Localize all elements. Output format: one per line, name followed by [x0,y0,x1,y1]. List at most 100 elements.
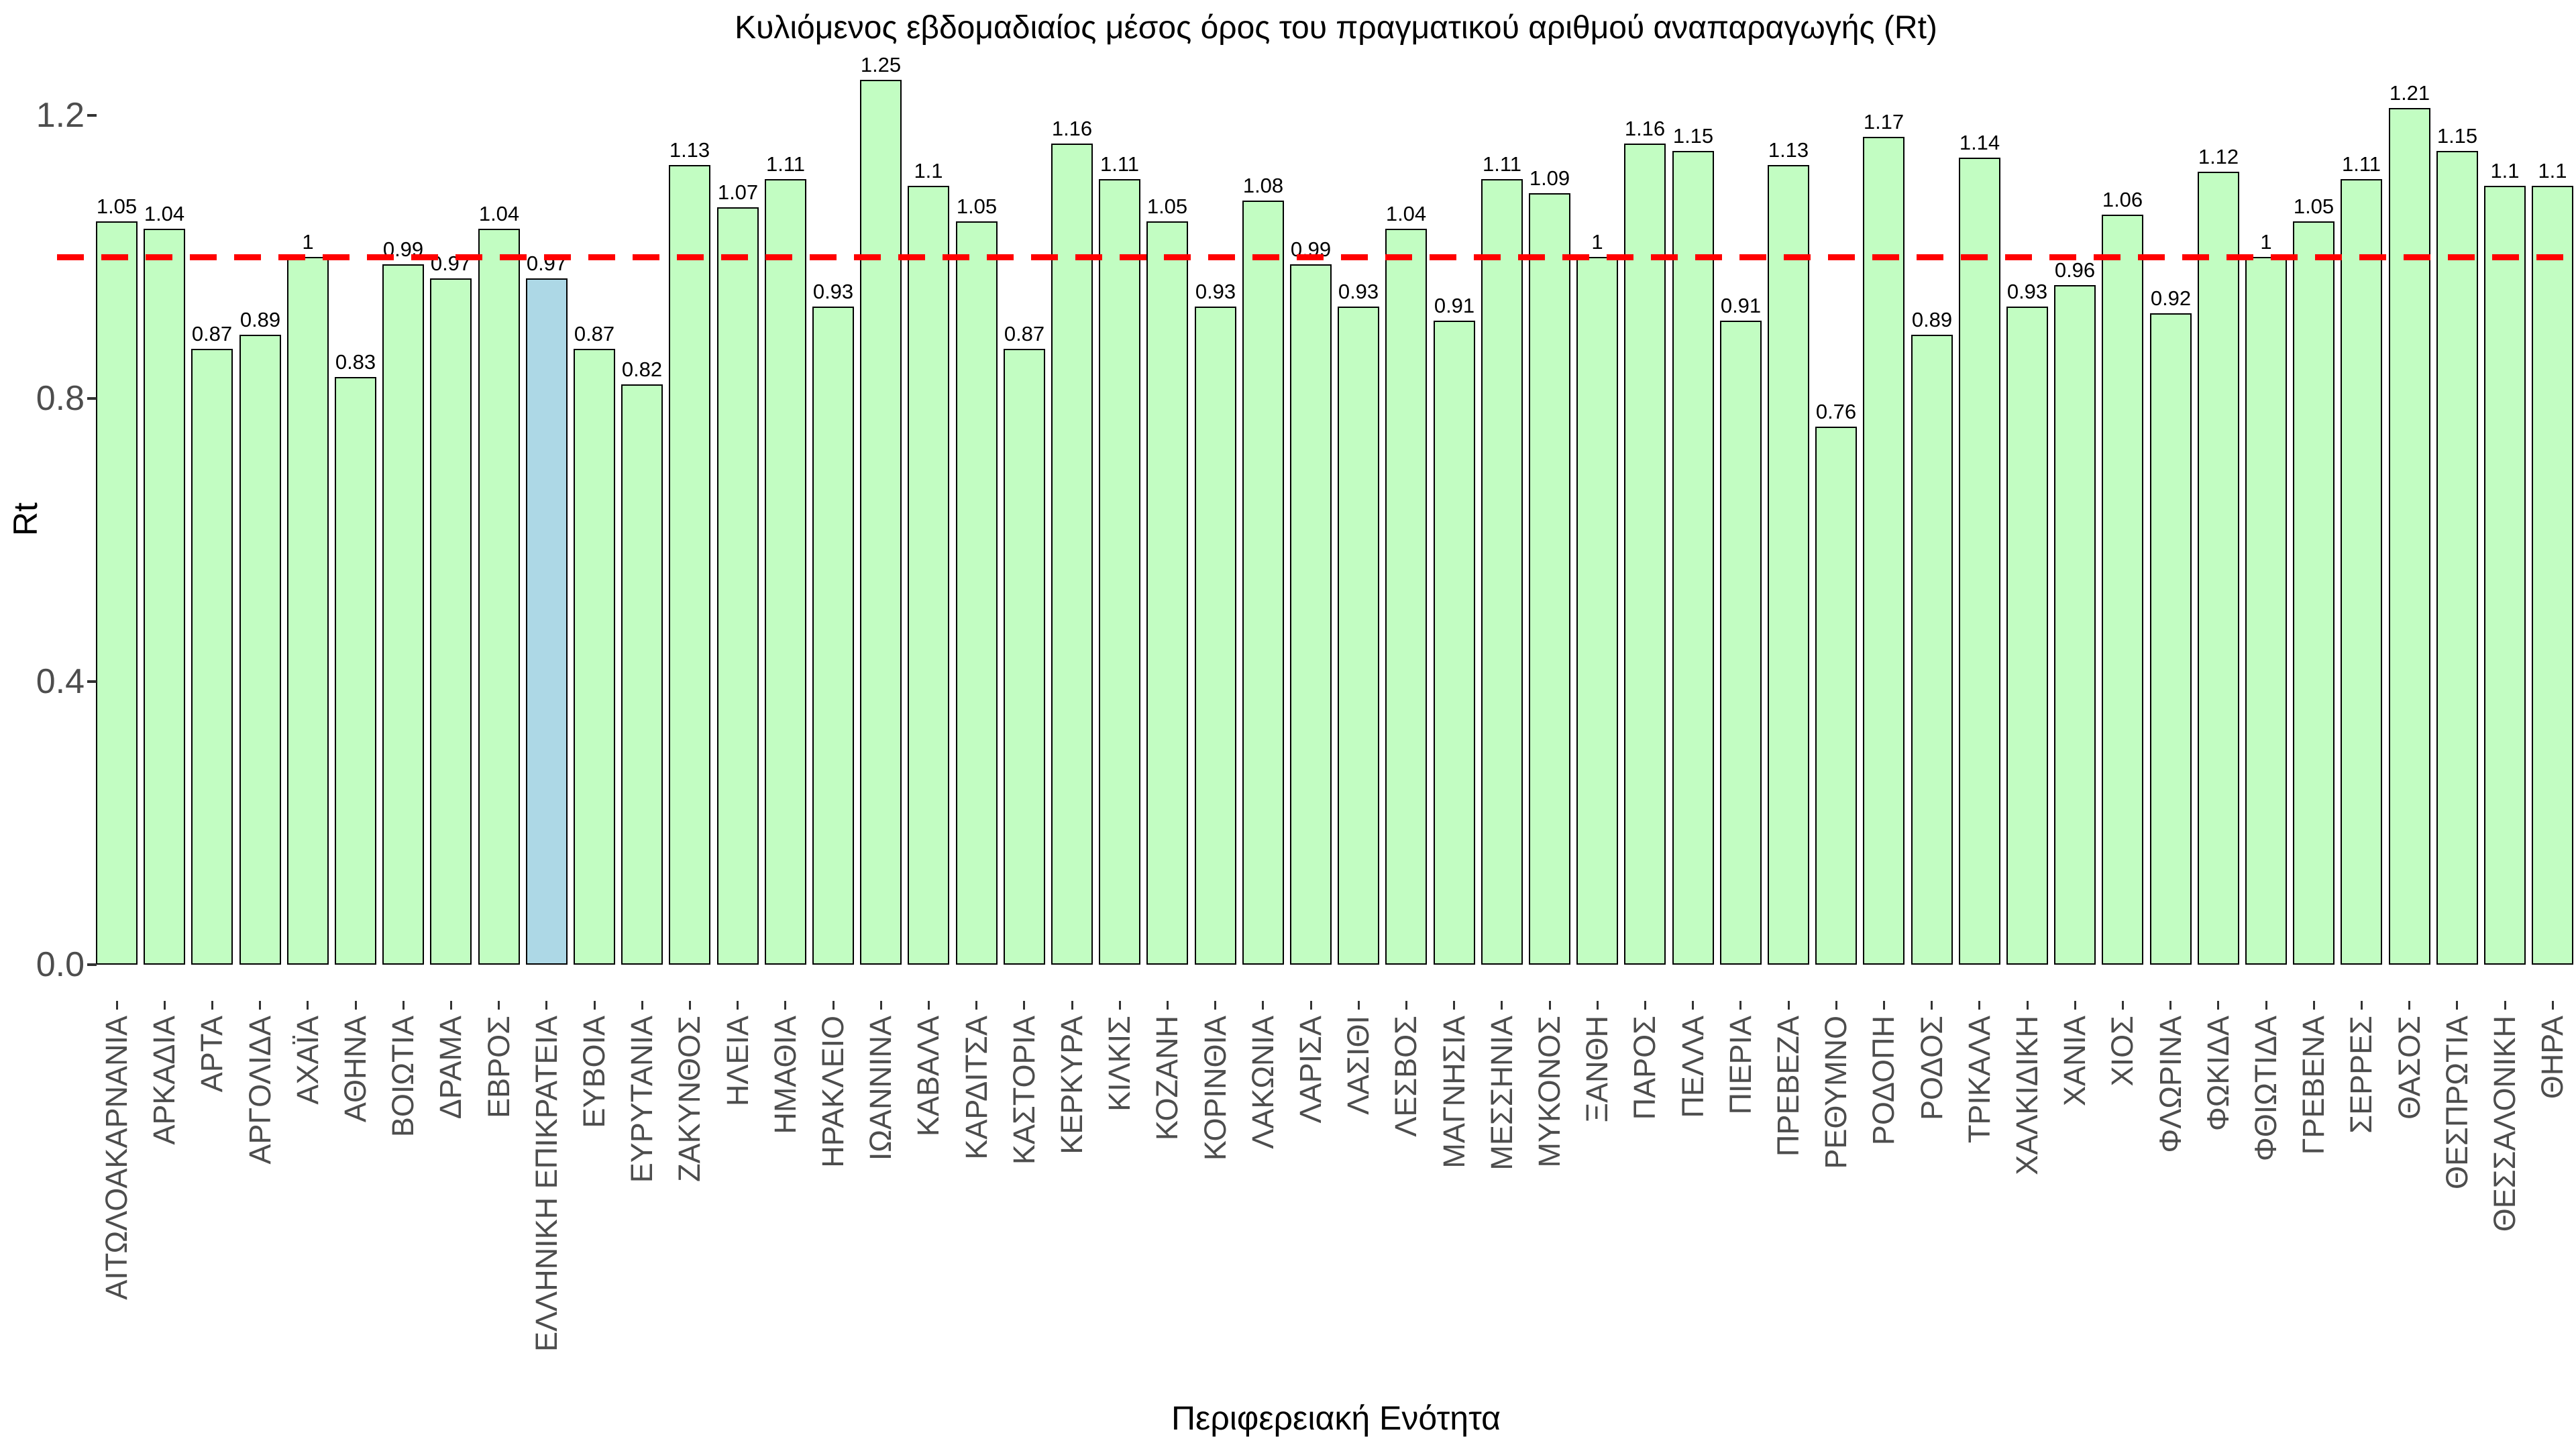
x-category-label: ΜΕΣΣΗΝΙΑ [1485,1016,1519,1171]
x-tick-mark [450,1001,452,1010]
x-tick-mark [833,1001,835,1010]
bar-value-label: 1.15 [2436,124,2478,148]
y-tick-label: 0.0 [36,945,85,984]
bar-value-label: 1.05 [956,195,998,218]
x-tick-mark [498,1001,500,1010]
x-category-label: ΚΕΡΚΥΡΑ [1055,1016,1089,1155]
bar-value-label: 0.76 [1815,400,1857,423]
bar-value-label: 1.11 [1482,152,1522,176]
x-category-label: ΑΡΚΑΔΙΑ [147,1016,181,1145]
x-tick-mark [594,1001,596,1010]
x-category-label: ΞΑΝΘΗ [1580,1016,1614,1123]
bar-value-label: 1.1 [2490,159,2520,182]
x-category-label: ΠΡΕΒΕΖΑ [1771,1016,1805,1157]
x-category-label: ΑΡΤΑ [195,1016,229,1093]
x-tick-mark [2408,1001,2410,1010]
x-category-label: ΜΥΚΟΝΟΣ [1532,1016,1566,1168]
x-category-label: ΚΟΡΙΝΘΙΑ [1198,1016,1232,1161]
x-category-label: ΗΡΑΚΛΕΙΟ [816,1016,850,1168]
bar [2150,313,2192,965]
bar-value-label: 1.1 [914,159,943,182]
x-tick-mark [641,1001,643,1010]
bar-value-label: 0.93 [1195,280,1236,303]
x-category-label: ΖΑΚΥΝΘΟΣ [672,1016,706,1182]
x-tick-mark [2313,1001,2315,1010]
bar-value-label: 1.04 [144,202,185,225]
x-tick-mark [2217,1001,2219,1010]
x-category-label: ΗΛΕΙΑ [720,1016,755,1107]
x-tick-mark [2122,1001,2124,1010]
bar-value-label: 1.07 [717,180,759,204]
bar [2389,108,2430,965]
x-tick-mark [307,1001,309,1010]
x-tick-mark [2552,1001,2554,1010]
bar [2484,186,2526,965]
chart-title: Κυλιόμενος εβδομαδιαίος μέσος όρος του π… [735,10,1937,46]
bar-value-label: 0.89 [1911,308,1953,331]
x-tick-mark [928,1001,930,1010]
x-category-label: ΜΑΓΝΗΣΙΑ [1437,1016,1471,1169]
bar [1959,158,2000,965]
bar [287,257,329,965]
bar [765,179,806,965]
x-tick-mark [1453,1001,1455,1010]
x-tick-mark [1214,1001,1216,1010]
x-tick-mark [1835,1001,1837,1010]
x-tick-mark [1597,1001,1599,1010]
bar [1004,349,1045,965]
x-tick-mark [1549,1001,1551,1010]
bar-value-label: 0.87 [191,322,233,345]
bar [860,80,902,965]
bar [1434,321,1475,965]
x-tick-mark [1931,1001,1933,1010]
bar [1146,221,1188,965]
x-category-label: ΛΑΣΙΘΙ [1341,1016,1375,1115]
y-axis-title: Rt [7,502,44,536]
x-axis-title: Περιφερειακή Ενότητα [1171,1399,1501,1437]
bar-value-label: 0.87 [574,322,615,345]
x-tick-mark [880,1001,882,1010]
bar [2436,151,2478,965]
bar [2054,285,2096,965]
x-category-label: ΚΑΣΤΟΡΙΑ [1007,1016,1041,1165]
bar [430,278,472,965]
x-tick-mark [1501,1001,1503,1010]
bar-value-label: 1.09 [1529,166,1570,190]
bar-value-label: 0.89 [239,308,281,331]
bar-value-label: 0.93 [2006,280,2048,303]
y-tick-label: 1.2 [36,96,85,135]
bar [2245,257,2287,965]
x-category-label: ΕΒΡΟΣ [482,1016,516,1118]
x-category-label: ΧΙΟΣ [2105,1016,2139,1087]
x-tick-mark [1119,1001,1121,1010]
bar [1576,257,1618,965]
x-tick-mark [2361,1001,2363,1010]
x-tick-mark [259,1001,261,1010]
bar-value-label: 1.15 [1672,124,1714,148]
bar [812,307,854,965]
bar-value-label: 1.25 [860,53,902,76]
x-category-label: ΕΥΡΥΤΑΝΙΑ [625,1016,659,1183]
y-tick-mark [87,963,97,966]
bar [2341,179,2382,965]
bar-value-label: 1.21 [2389,81,2430,105]
bar-value-label: 1.16 [1051,117,1093,140]
reference-line-rt1 [57,254,2576,260]
x-tick-mark [2265,1001,2267,1010]
x-category-label: ΚΟΖΑΝΗ [1150,1016,1184,1141]
bar-value-label: 0.82 [621,358,663,381]
x-category-label: ΠΑΡΟΣ [1627,1016,1662,1120]
y-tick-label: 0.8 [36,379,85,418]
bar-value-label: 0.83 [335,350,376,374]
x-tick-mark [784,1001,786,1010]
x-category-label: ΙΩΑΝΝΙΝΑ [863,1016,898,1161]
x-tick-mark [1644,1001,1646,1010]
bar [144,229,185,965]
x-category-label: ΡΕΘΥΜΝΟ [1819,1016,1853,1169]
bar [1815,427,1857,965]
y-tick-mark [87,114,97,117]
bar [335,377,376,965]
x-tick-mark [1167,1001,1169,1010]
x-category-label: ΧΑΝΙΑ [2057,1016,2092,1107]
x-category-label: ΚΑΡΔΙΤΣΑ [959,1016,994,1160]
